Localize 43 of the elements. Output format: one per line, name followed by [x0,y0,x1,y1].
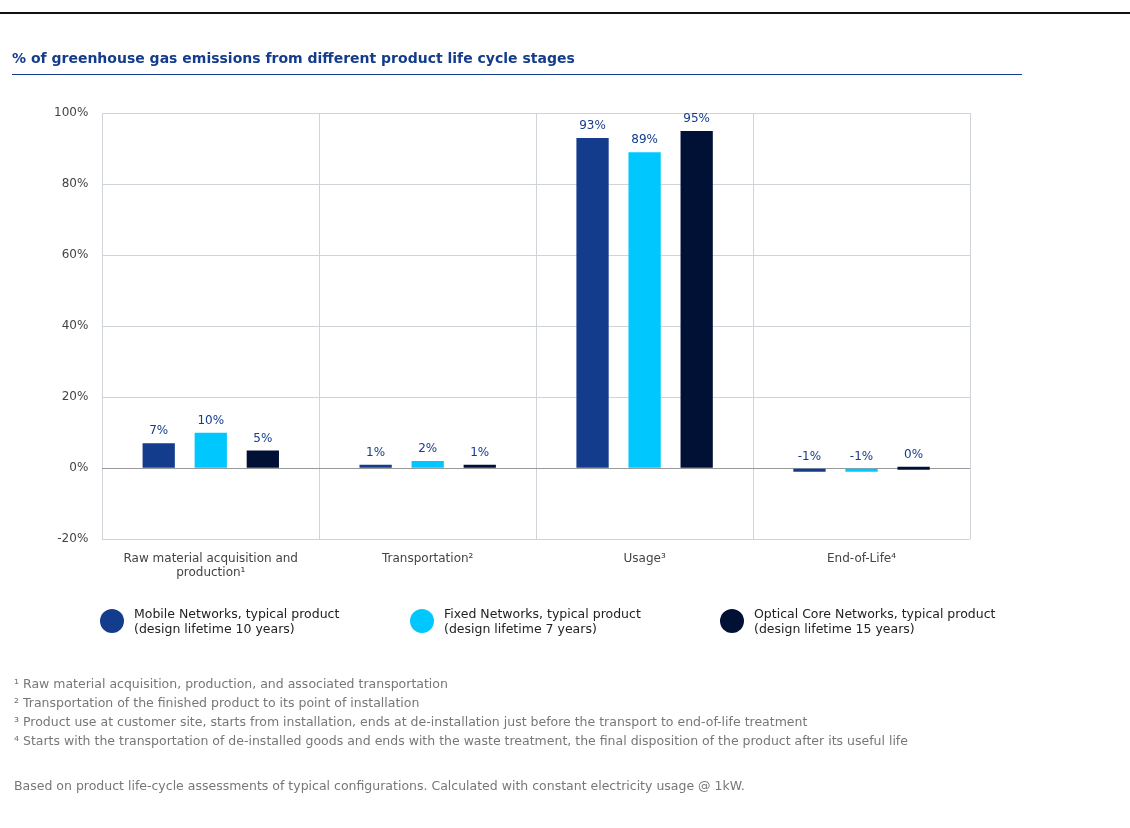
bar [680,130,713,468]
legend-label: Mobile Networks, typical product (design lifetime 10 years) [134,606,341,636]
data-label: 1% [366,444,386,459]
x-tick-label: End-of-Life⁴ [827,550,897,565]
y-tick-label: 40% [61,318,89,333]
data-label: 95% [683,111,711,126]
data-label: 89% [631,132,658,147]
text: ¹ Raw material acquisition, production, and associated transportation [14,675,449,693]
x-tick-label: Transportation² [380,550,474,565]
x-tick-label: Raw material acquisition and production¹ [123,550,298,579]
data-label: -1% [797,448,822,463]
text: ³ Product use at customer site, starts from installation, ends at de-installation just before the transport to end-of-life treatment [14,713,809,731]
data-label: 1% [470,444,490,459]
y-tick-label: -20% [57,531,89,546]
bar [142,443,175,468]
data-label: 10% [197,412,225,427]
y-tick-label: 80% [61,176,89,191]
y-tick-label: 0% [69,460,89,475]
data-label: 0% [904,446,924,461]
data-label: 7% [149,423,169,438]
y-tick-label: 20% [61,389,89,404]
bar [359,464,392,468]
data-label: 2% [418,441,438,456]
bar [576,138,609,468]
data-label: 5% [253,430,273,445]
text: ² Transportation of the finished product to its point of installation [14,694,421,712]
y-tick-label: 100% [53,105,89,120]
bar [793,468,826,472]
chart-title: % of greenhouse gas emissions from different product life cycle stages [12,50,1022,75]
bar [463,464,496,468]
bar [845,468,878,472]
bar [246,450,279,468]
data-label: 93% [579,118,606,133]
legend-label: Optical Core Networks, typical product (design lifetime 15 years) [754,606,997,636]
x-tick-label: Usage³ [623,550,666,565]
bar [411,461,444,468]
text: Based on product life-cycle assessments of typical configurations. Calculated with constant electricity usage @ 1kW. [14,777,746,795]
y-tick-label: 60% [61,247,89,262]
bar [194,432,227,468]
legend-label: Fixed Networks, typical product (design lifetime 7 years) [444,606,642,636]
data-label: -1% [849,448,874,463]
bar [628,152,661,468]
text: ⁴ Starts with the transportation of de-installed goods and ends with the waste treatment, the final disposition of the product after its useful life [14,732,909,750]
